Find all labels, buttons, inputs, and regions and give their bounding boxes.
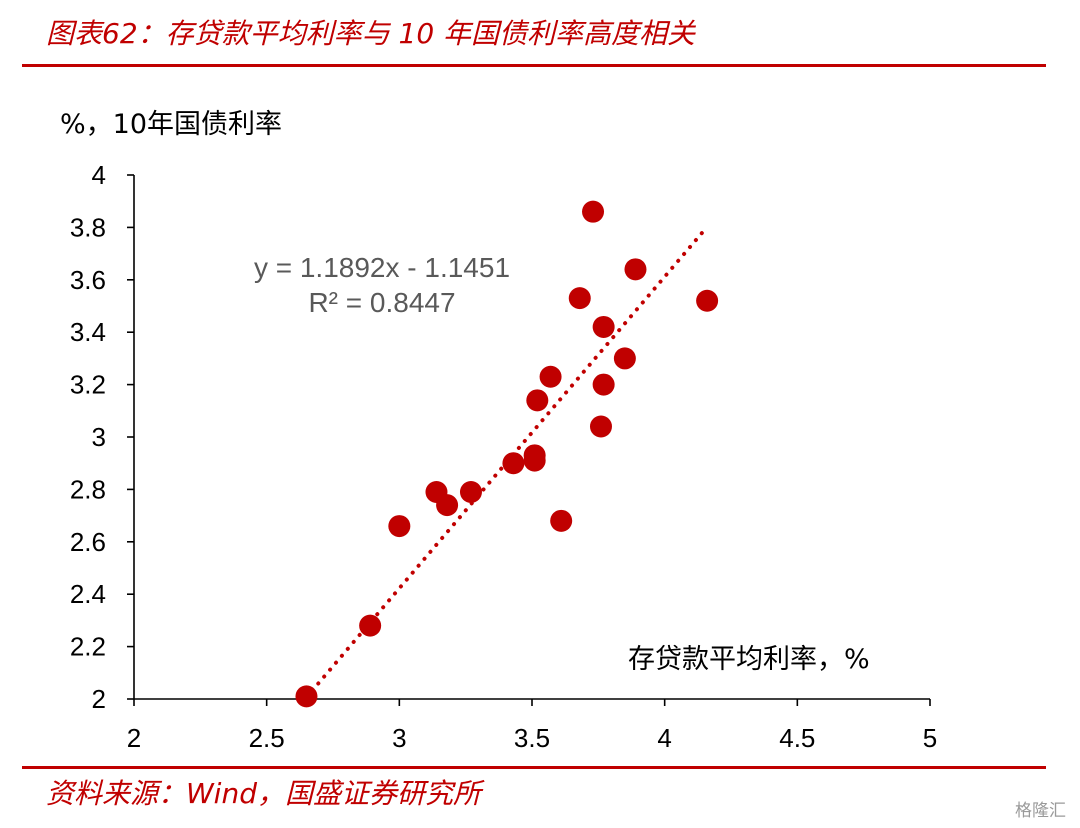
data-point [624,258,647,281]
x-axis-label: 存贷款平均利率，% [628,644,870,675]
x-tick-label: 4.5 [779,723,815,753]
source-divider [22,766,1046,769]
x-tick-label: 5 [923,723,937,753]
data-point [568,287,591,310]
y-tick-label: 3.8 [70,212,106,242]
data-point [589,415,612,438]
y-tick-label: 2 [92,684,106,714]
x-tick-label: 3 [392,723,406,753]
y-tick-label: 2.2 [70,632,106,662]
data-point [582,200,605,223]
data-point [592,315,615,338]
x-tick-label: 2.5 [249,723,285,753]
chart-axes: 2 2.2 2.4 2.6 2.8 3 3.2 3.4 3.6 3.8 4 2 2.5 3 3.5 4 4.5 5 [70,160,937,753]
data-point [436,494,459,517]
data-point [526,389,549,412]
y-tick-label: 2.6 [70,527,106,557]
x-tick-label: 4 [657,723,671,753]
data-point [696,289,719,312]
data-point [295,685,318,708]
y-axis-label: %，10年国债利率 [60,109,282,140]
data-point [613,347,636,370]
data-point [523,444,546,467]
source-note: 资料来源：Wind，国盛证券研究所 [46,777,481,810]
y-tick-label: 3.2 [70,370,106,400]
data-points [295,200,719,708]
title-divider [22,64,1046,67]
y-tick-label: 3.4 [70,317,106,347]
x-tick-label: 2 [127,723,141,753]
trendline-equation: y = 1.1892x - 1.1451 [254,252,510,283]
x-tick-label: 3.5 [514,723,550,753]
watermark-logo: 格隆汇 [1015,801,1066,821]
data-point [502,452,525,475]
data-point [459,481,482,504]
y-tick-label: 3 [92,422,106,452]
trendline-r-squared: R² = 0.8447 [308,287,455,318]
data-point [539,365,562,388]
data-point [550,509,573,532]
y-tick-label: 4 [92,160,106,190]
y-tick-label: 2.4 [70,579,106,609]
data-point [359,614,382,637]
chart-title: 图表62：存贷款平均利率与 10 年国债利率高度相关 [46,17,696,50]
y-tick-label: 3.6 [70,265,106,295]
y-tick-label: 2.8 [70,474,106,504]
data-point [592,373,615,396]
data-point [388,515,411,538]
